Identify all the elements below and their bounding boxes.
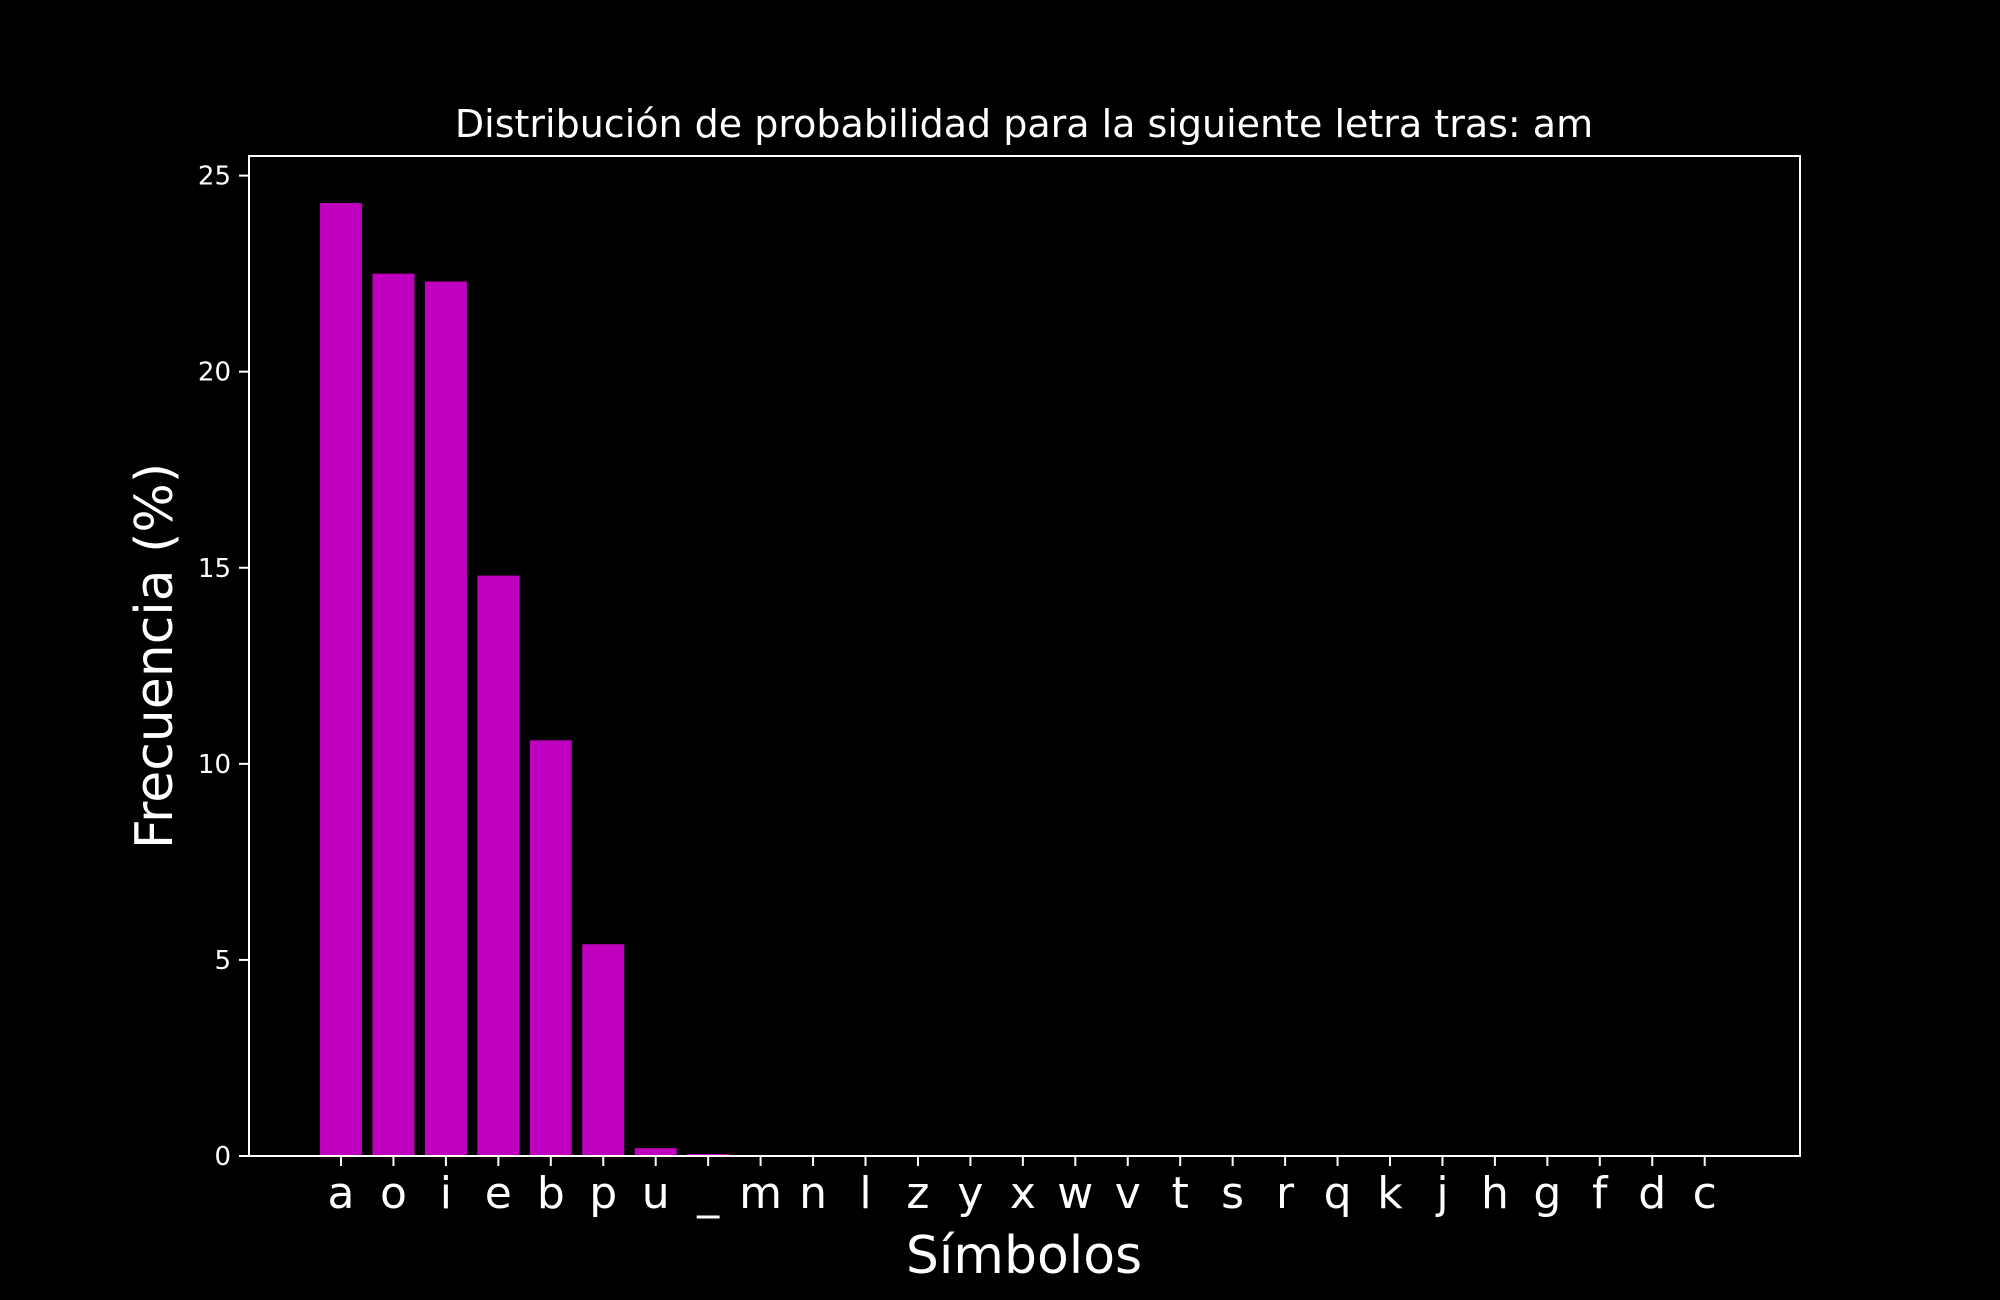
x-tick-label: w (1057, 1168, 1093, 1219)
y-tick-label: 20 (198, 358, 231, 388)
bar-u (634, 1148, 677, 1156)
bar-e (477, 575, 520, 1156)
x-tick-label: g (1533, 1168, 1561, 1219)
y-axis-ticks: 0 5 10 15 20 25 (198, 162, 249, 1172)
x-tick-label: c (1693, 1168, 1717, 1219)
x-tick-label: o (380, 1168, 407, 1219)
x-tick-label: n (799, 1168, 827, 1219)
x-tick-label: b (537, 1168, 565, 1219)
bar-a (320, 203, 362, 1156)
bar-p (582, 944, 625, 1156)
x-tick-label: u (642, 1168, 670, 1219)
x-tick-label: z (906, 1168, 929, 1219)
y-tick-label: 25 (198, 162, 231, 192)
x-tick-label: t (1172, 1168, 1189, 1219)
bar-b (529, 740, 572, 1156)
y-tick-label: 10 (198, 750, 231, 780)
x-axis-label: Símbolos (906, 1226, 1142, 1286)
axes-frame (248, 155, 1801, 1157)
y-axis-label: Frecuencia (%) (125, 463, 185, 849)
x-tick-label: l (859, 1168, 871, 1219)
x-tick-label: x (1010, 1168, 1036, 1219)
y-tick-label: 5 (214, 946, 231, 976)
x-tick-label: r (1276, 1168, 1295, 1219)
chart-title: Distribución de probabilidad para la sig… (455, 102, 1593, 146)
x-tick-label: _ (696, 1168, 720, 1219)
x-axis-ticks: a o i e b p u _ m n l z y x w v t s r q k j h g f d c (328, 1156, 1717, 1219)
bar-o (372, 273, 415, 1156)
x-tick-label: k (1377, 1168, 1403, 1219)
x-tick-label: d (1638, 1168, 1666, 1219)
y-tick-label: 0 (214, 1142, 231, 1172)
x-tick-label: a (328, 1168, 355, 1219)
bar-i (424, 281, 467, 1156)
x-tick-label: q (1324, 1168, 1352, 1219)
x-tick-label: p (589, 1168, 617, 1219)
y-tick-label: 15 (198, 554, 231, 584)
x-tick-label: m (739, 1168, 782, 1219)
bars-group (320, 203, 730, 1156)
x-tick-label: j (1435, 1168, 1448, 1219)
x-tick-label: i (440, 1168, 452, 1219)
x-tick-label: s (1221, 1168, 1244, 1219)
x-tick-label: f (1592, 1168, 1609, 1219)
x-tick-label: h (1481, 1168, 1509, 1219)
x-tick-label: y (957, 1168, 983, 1219)
x-tick-label: e (485, 1168, 512, 1219)
x-tick-label: v (1115, 1168, 1141, 1219)
